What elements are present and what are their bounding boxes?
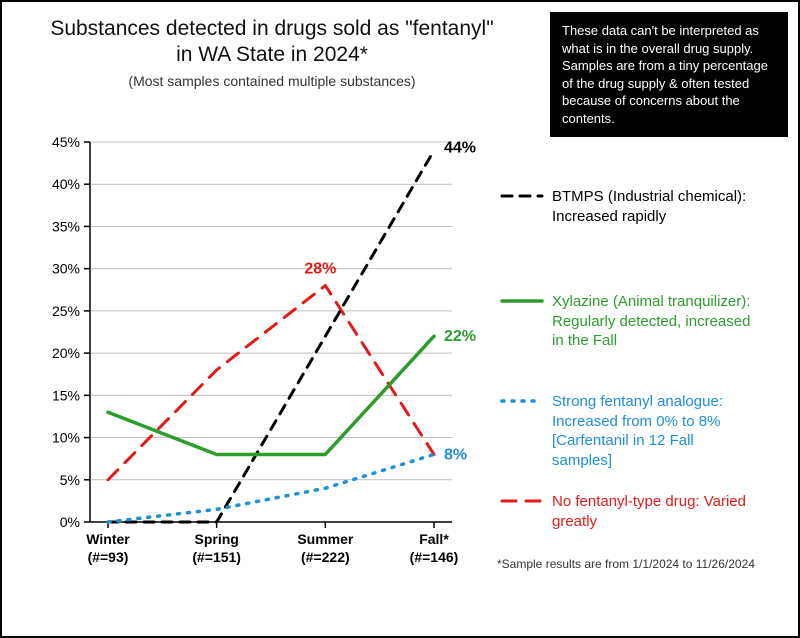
svg-text:8%: 8% <box>444 446 467 463</box>
chart-frame: Substances detected in drugs sold as "fe… <box>0 0 800 638</box>
svg-text:40%: 40% <box>52 176 80 192</box>
legend-label-xylazine: Xylazine (Animal tranquilizer): Regularl… <box>552 292 757 351</box>
svg-text:44%: 44% <box>444 139 476 156</box>
svg-text:Fall*: Fall* <box>419 531 449 547</box>
chart-area: 0% 5% 10% 15% 20% 25% 30% 35% 40% 45% Winter (#=93)… <box>32 122 772 592</box>
legend-analogue: Strong fentanyl analogue: Increased from… <box>502 392 757 470</box>
svg-text:(#=93): (#=93) <box>88 549 129 565</box>
legend-xylazine: Xylazine (Animal tranquilizer): Regularl… <box>502 292 757 351</box>
svg-text:Winter: Winter <box>86 531 130 547</box>
legend-btmps: BTMPS (Industrial chemical): Increased r… <box>502 187 757 226</box>
legend-swatch-nofent <box>502 492 542 510</box>
svg-text:0%: 0% <box>60 514 80 530</box>
legend-label-nofent: No fentanyl-type drug: Varied greatly <box>552 492 757 531</box>
title-line-2: in WA State in 2024* <box>176 43 368 66</box>
legend-label-btmps: BTMPS (Industrial chemical): Increased r… <box>552 187 757 226</box>
svg-text:30%: 30% <box>52 261 80 277</box>
svg-text:35%: 35% <box>52 218 80 234</box>
chart-subtitle: (Most samples contained multiple substan… <box>22 73 522 89</box>
legend-swatch-xylazine <box>502 292 542 310</box>
svg-text:15%: 15% <box>52 387 80 403</box>
title-line-1: Substances detected in drugs sold as "fe… <box>50 17 493 40</box>
svg-text:25%: 25% <box>52 303 80 319</box>
svg-text:(#=146): (#=146) <box>410 549 459 565</box>
svg-text:28%: 28% <box>304 261 336 278</box>
svg-text:20%: 20% <box>52 345 80 361</box>
svg-text:Summer: Summer <box>297 531 354 547</box>
svg-text:Spring: Spring <box>194 531 238 547</box>
chart-footnote: *Sample results are from 1/1/2024 to 11/… <box>497 557 755 571</box>
svg-text:10%: 10% <box>52 430 80 446</box>
legend-swatch-analogue <box>502 392 542 410</box>
svg-text:45%: 45% <box>52 134 80 150</box>
disclaimer-box: These data can't be interpreted as what … <box>550 12 788 137</box>
title-block: Substances detected in drugs sold as "fe… <box>22 16 522 89</box>
legend-swatch-btmps <box>502 187 542 205</box>
svg-text:22%: 22% <box>444 328 476 345</box>
svg-text:(#=222): (#=222) <box>301 549 350 565</box>
svg-text:(#=151): (#=151) <box>192 549 241 565</box>
legend-nofent: No fentanyl-type drug: Varied greatly <box>502 492 757 531</box>
svg-text:5%: 5% <box>60 472 80 488</box>
legend-label-analogue: Strong fentanyl analogue: Increased from… <box>552 392 757 470</box>
chart-title: Substances detected in drugs sold as "fe… <box>22 16 522 69</box>
